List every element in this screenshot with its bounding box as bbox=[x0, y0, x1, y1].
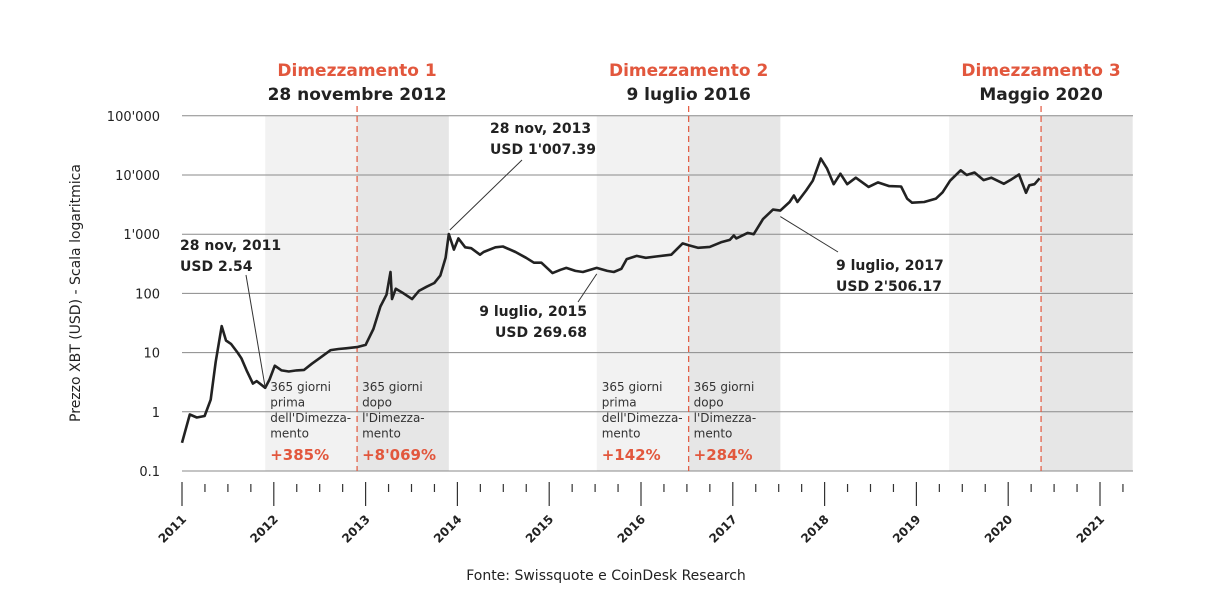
annotation-value: USD 269.68 bbox=[495, 325, 587, 341]
period-text: dell'Dimezza- bbox=[270, 411, 351, 425]
halving-title: Dimezzamento 3 bbox=[961, 61, 1120, 81]
y-tick-label: 100 bbox=[135, 287, 160, 302]
period-text: l'Dimezza- bbox=[362, 411, 425, 425]
annotation-date: 9 luglio, 2015 bbox=[479, 304, 587, 320]
x-tick-label: 2017 bbox=[706, 512, 740, 546]
halving-title: Dimezzamento 1 bbox=[277, 61, 436, 81]
y-tick-label: 1'000 bbox=[123, 228, 160, 243]
halving-date: 9 luglio 2016 bbox=[626, 85, 750, 105]
annotation-leader bbox=[449, 159, 523, 231]
annotations: 28 nov, 2011 USD 2.54 28 nov, 2013 USD 1'00… bbox=[180, 121, 944, 388]
annotation-leader bbox=[245, 274, 266, 388]
y-tick-label: 10'000 bbox=[115, 169, 160, 184]
annotation-leader bbox=[780, 216, 839, 253]
y-tick-label: 10 bbox=[143, 347, 160, 362]
period-text: dell'Dimezza- bbox=[602, 411, 683, 425]
annotation-date: 9 luglio, 2017 bbox=[836, 258, 944, 274]
annotation-value: USD 1'007.39 bbox=[490, 142, 596, 158]
annotation-date: 28 nov, 2013 bbox=[490, 121, 591, 137]
y-tick-label: 1 bbox=[152, 406, 160, 421]
source-note: Fonte: Swissquote e CoinDesk Research bbox=[466, 568, 746, 584]
period-text: mento bbox=[270, 427, 309, 441]
x-tick-label: 2012 bbox=[247, 512, 281, 546]
period-text: mento bbox=[362, 427, 401, 441]
halving-markers: Dimezzamento 1 28 novembre 2012 Dimezzamen… bbox=[268, 61, 1121, 471]
period-change: +284% bbox=[694, 446, 753, 464]
x-tick-label: 2015 bbox=[523, 512, 557, 546]
y-axis-ticks: 0.1 1 10 100 1'000 10'000 100'000 bbox=[107, 110, 160, 480]
y-tick-label: 100'000 bbox=[107, 110, 160, 125]
period-text: 365 giorni bbox=[362, 380, 423, 394]
x-tick-label: 2021 bbox=[1074, 512, 1108, 546]
annotation-value: USD 2.54 bbox=[180, 259, 253, 275]
period-text: prima bbox=[270, 396, 305, 410]
halving-date: 28 novembre 2012 bbox=[268, 85, 447, 105]
period-text: 365 giorni bbox=[270, 380, 331, 394]
period-change: +8'069% bbox=[362, 446, 436, 464]
x-tick-label: 2016 bbox=[615, 512, 649, 546]
period-change: +385% bbox=[270, 446, 329, 464]
annotation-date: 28 nov, 2011 bbox=[180, 238, 281, 254]
gridlines bbox=[182, 115, 1133, 472]
x-tick-label: 2014 bbox=[431, 512, 465, 546]
period-text: l'Dimezza- bbox=[694, 411, 757, 425]
y-tick-label: 0.1 bbox=[139, 465, 160, 480]
period-text: prima bbox=[602, 396, 637, 410]
halving-date: Maggio 2020 bbox=[979, 85, 1103, 105]
x-tick-label: 2013 bbox=[339, 512, 373, 546]
period-text: 365 giorni bbox=[602, 380, 663, 394]
x-tick-label: 2018 bbox=[798, 512, 832, 546]
x-tick-label: 2019 bbox=[890, 512, 924, 546]
period-labels: 365 giorniprimadell'Dimezza-mento+385%36… bbox=[270, 380, 756, 464]
annotation-value: USD 2'506.17 bbox=[836, 279, 942, 295]
x-axis: 2011 2012 2013 2014 2015 2016 2017 2018 2019 2020… bbox=[156, 482, 1124, 546]
x-tick-label: 2020 bbox=[982, 512, 1016, 546]
period-text: mento bbox=[602, 427, 641, 441]
period-text: dopo bbox=[694, 396, 724, 410]
halving-title: Dimezzamento 2 bbox=[609, 61, 768, 81]
period-change: +142% bbox=[602, 446, 661, 464]
annotation-leader bbox=[577, 273, 598, 303]
period-text: mento bbox=[694, 427, 733, 441]
y-axis-title: Prezzo XBT (USD) - Scala logaritmica bbox=[68, 164, 84, 422]
period-text: dopo bbox=[362, 396, 392, 410]
period-text: 365 giorni bbox=[694, 380, 755, 394]
x-tick-label: 2011 bbox=[156, 512, 190, 546]
price-line bbox=[180, 157, 1041, 444]
